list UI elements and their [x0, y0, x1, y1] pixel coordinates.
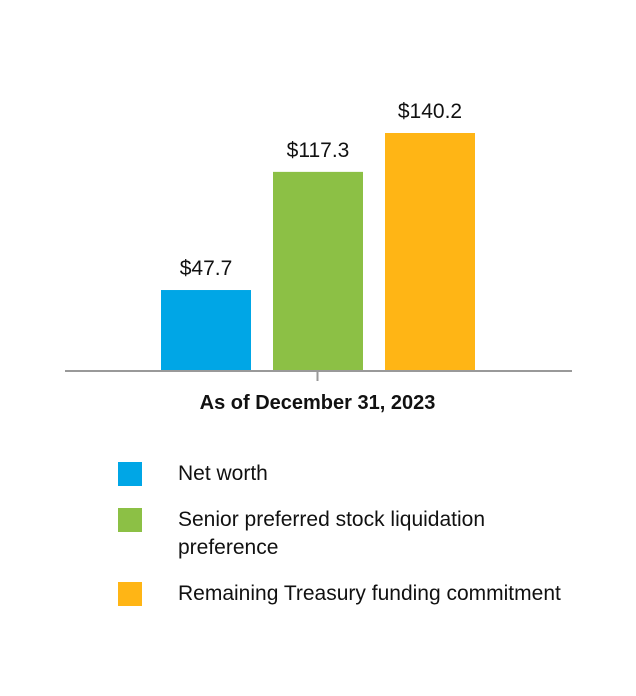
bar-remaining-treasury-funding-commitment [385, 133, 475, 371]
bar-senior-preferred-stock-liquidation-preference [273, 171, 363, 371]
legend-swatch-net-worth [118, 462, 142, 486]
bar-net-worth [161, 290, 251, 371]
legend-label-remaining-treasury-funding: Remaining Treasury funding commitment [178, 582, 561, 605]
legend-item-net-worth: Net worth [118, 460, 578, 488]
legend-item-remaining-treasury-funding: Remaining Treasury funding commitment [118, 580, 578, 608]
data-label-remaining-treasury-funding-commitment: $140.2 [398, 100, 462, 123]
legend: Net worth Senior preferred stock liquida… [118, 460, 578, 626]
legend-swatch-senior-preferred-stock [118, 508, 142, 532]
bar-chart: $47.7 $117.3 $140.2 As of December 31, 2023 [65, 100, 572, 414]
data-label-net-worth: $47.7 [180, 257, 233, 280]
data-label-senior-preferred-stock-liquidation-preference: $117.3 [287, 139, 350, 162]
legend-label-net-worth: Net worth [178, 462, 268, 485]
x-tick-label: As of December 31, 2023 [200, 392, 436, 414]
legend-label-senior-preferred-stock: Senior preferred stock liquidation prefe… [178, 508, 486, 559]
legend-swatch-remaining-treasury-funding [118, 582, 142, 606]
legend-item-senior-preferred-stock: Senior preferred stock liquidation prefe… [118, 506, 578, 562]
